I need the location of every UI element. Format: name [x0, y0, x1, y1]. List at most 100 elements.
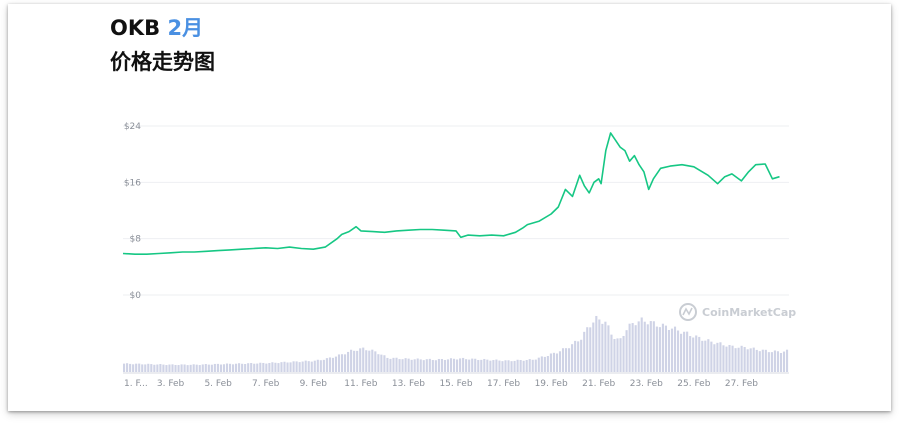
- y-tick-label: $24: [124, 122, 141, 132]
- volume-bar: [183, 364, 186, 372]
- volume-bar: [577, 341, 580, 372]
- volume-bar: [238, 363, 241, 372]
- volume-bar: [673, 326, 677, 372]
- volume-bar: [743, 347, 746, 372]
- volume-bar: [634, 325, 637, 372]
- volume-bar: [135, 363, 138, 372]
- volume-bar: [374, 351, 377, 372]
- volume-bar: [325, 358, 328, 372]
- volume-bar: [640, 317, 643, 372]
- volume-bar: [680, 333, 683, 372]
- volume-bar: [601, 323, 604, 372]
- volume-bar: [625, 330, 628, 372]
- volume-bar: [607, 325, 610, 372]
- volume-bar: [356, 350, 359, 372]
- x-tick-label: 23. Feb: [630, 379, 663, 389]
- volume-bar: [649, 321, 652, 372]
- y-tick-label: $16: [124, 178, 141, 188]
- x-tick-label: 25. Feb: [677, 379, 710, 389]
- volume-bar: [192, 364, 195, 372]
- volume-bar: [195, 364, 198, 372]
- volume-bar: [752, 347, 755, 372]
- volume-bar: [776, 351, 780, 372]
- volume-bar: [259, 362, 262, 372]
- volume-bar: [664, 325, 668, 372]
- coinmarketcap-logo-mark: [682, 307, 693, 316]
- volume-bar: [501, 361, 504, 372]
- grid-lines: [123, 125, 789, 296]
- volume-bar: [531, 359, 534, 372]
- volume-bar: [434, 360, 437, 372]
- volume-bar: [274, 362, 277, 372]
- x-tick-label: 19. Feb: [535, 379, 568, 389]
- volume-bar: [658, 327, 661, 372]
- x-tick-label: 7. Feb: [252, 379, 280, 389]
- x-tick-label: 11. Feb: [344, 379, 377, 389]
- volume-bar: [401, 359, 404, 372]
- volume-bar: [716, 342, 719, 372]
- volume-bar: [537, 357, 540, 372]
- volume-bar: [589, 327, 592, 372]
- volume-bar: [371, 349, 374, 372]
- volume-bar: [241, 363, 244, 372]
- x-tick-label: 27. Feb: [725, 379, 758, 389]
- volume-bar: [613, 339, 616, 372]
- volume-bar: [628, 323, 631, 372]
- volume-bar: [471, 358, 474, 372]
- volume-bar: [413, 359, 416, 372]
- volume-bar: [319, 360, 322, 372]
- volume-bar: [271, 362, 274, 372]
- y-tick-label: $0: [130, 291, 142, 301]
- volume-bar: [132, 364, 135, 372]
- volume-bar: [171, 364, 174, 372]
- volume-bar: [392, 357, 395, 372]
- volume-bar: [667, 329, 671, 372]
- volume-bar: [186, 365, 189, 372]
- volume-bar: [519, 359, 522, 372]
- volume-bar: [292, 361, 295, 372]
- volume-bar: [480, 359, 483, 372]
- volume-bar: [773, 350, 776, 372]
- volume-bar: [419, 359, 422, 372]
- volume-bar: [595, 315, 598, 372]
- volume-bar: [328, 357, 331, 372]
- page-title: OKB 2月: [110, 12, 203, 42]
- volume-bar: [564, 348, 568, 372]
- volume-bar: [698, 336, 701, 372]
- volume-bar: [459, 358, 462, 372]
- volume-bar: [343, 354, 347, 372]
- volume-bar: [465, 359, 468, 372]
- volume-bar: [574, 340, 577, 372]
- volume-bar: [189, 364, 192, 372]
- volume-bar: [549, 353, 552, 372]
- volume-bar: [395, 357, 398, 372]
- volume-bar: [731, 345, 734, 372]
- volume-bar: [407, 358, 410, 372]
- volume-bar: [719, 342, 722, 372]
- volume-bar: [652, 321, 655, 372]
- title-coin: OKB: [110, 16, 168, 40]
- volume-bar: [168, 364, 171, 372]
- volume-bar: [486, 359, 489, 372]
- watermark: CoinMarketCap: [679, 303, 796, 321]
- volume-bar: [704, 340, 707, 372]
- volume-bar: [598, 319, 601, 372]
- chart-card: [8, 4, 891, 411]
- x-tick-label: 21. Feb: [582, 379, 615, 389]
- volume-bar: [728, 344, 731, 372]
- volume-bar: [761, 349, 764, 372]
- volume-bar: [280, 362, 283, 372]
- volume-bar: [313, 360, 316, 372]
- volume-bar: [456, 359, 459, 372]
- volume-bar: [670, 328, 674, 372]
- volume-bar: [495, 359, 498, 372]
- volume-bar: [198, 365, 201, 372]
- volume-bar: [692, 337, 695, 372]
- volume-bar: [425, 359, 428, 372]
- volume-bar: [504, 360, 507, 372]
- volume-bar: [256, 363, 259, 372]
- volume-bar: [304, 360, 307, 372]
- volume-bar: [307, 361, 310, 372]
- volume-bar: [558, 351, 562, 372]
- volume-bar: [165, 365, 168, 372]
